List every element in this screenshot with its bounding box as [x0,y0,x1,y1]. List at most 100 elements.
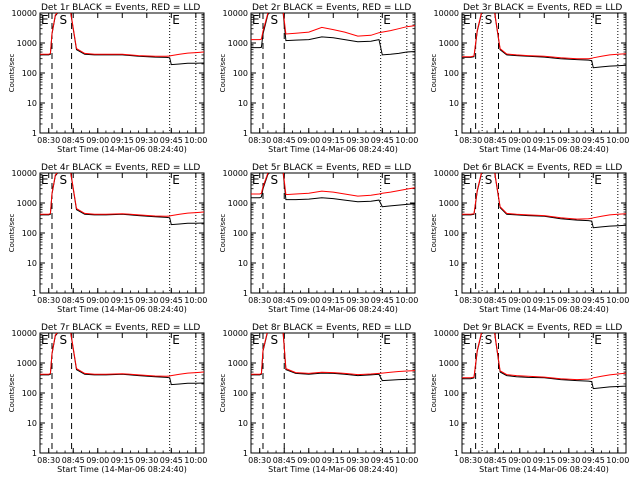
x-tick-label: 09:15 [533,136,556,145]
y-tick-label: 10000 [223,9,248,18]
y-tick-label: 100 [22,229,37,238]
event-marker-label: S [60,13,68,27]
x-tick-label: 09:45 [582,456,605,465]
series-lld-line [462,13,626,60]
plot-frame [250,332,416,454]
y-tick-label: 10000 [223,329,248,338]
panel-5: Det 5r BLACK = Events, RED = LLD 1 10 100 10… [219,163,418,314]
y-tick-label: 10 [449,259,459,268]
y-tick-label: 1 [32,289,37,298]
event-marker-label: E [252,13,260,27]
event-marker-label: S [485,13,493,27]
event-marker-label: E [41,13,49,27]
series-lld-line [40,13,204,57]
y-tick-label: 10 [27,99,37,108]
series-lld-line [251,13,415,41]
x-tick-label: 09:45 [160,456,183,465]
y-tick-label: 10000 [12,9,37,18]
x-tick-label: 08:45 [484,456,507,465]
y-tick-label: 100 [444,229,459,238]
series-lld-line [251,333,415,376]
x-axis-label: Start Time (14-Mar-06 08:24:40) [268,465,398,474]
x-tick-label: 09:00 [297,136,320,145]
y-tick-label: 1 [243,289,248,298]
series-lld-line [462,333,626,381]
y-tick-label: 100 [22,389,37,398]
x-tick-label: 08:30 [248,136,271,145]
panel-title: Det 6r BLACK = Events, RED = LLD [463,163,622,173]
x-axis-label: Start Time (14-Mar-06 08:24:40) [268,145,398,154]
y-axis-label: Counts/sec [430,214,438,253]
y-tick-label: 10000 [12,169,37,178]
panel-title: Det 3r BLACK = Events, RED = LLD [463,3,622,13]
x-axis-label: Start Time (14-Mar-06 08:24:40) [57,305,187,314]
panel-title: Det 1r BLACK = Events, RED = LLD [41,3,200,13]
y-tick-label: 10000 [434,169,459,178]
x-tick-label: 09:45 [160,296,183,305]
x-tick-label: 08:30 [459,136,482,145]
event-marker-label: S [485,173,493,187]
plot-frame [39,172,205,294]
event-marker-label: S [271,333,279,347]
x-tick-label: 09:30 [135,136,158,145]
event-marker-label: E [463,333,471,347]
y-axis-label: Counts/sec [219,374,227,413]
plot-frame [39,332,205,454]
y-tick-label: 10000 [434,9,459,18]
x-tick-label: 08:30 [37,136,60,145]
panel-title: Det 4r BLACK = Events, RED = LLD [41,163,200,173]
y-tick-label: 10 [238,99,248,108]
x-tick-label: 10:00 [395,296,418,305]
panel-title: Det 2r BLACK = Events, RED = LLD [252,3,411,13]
y-axis-label: Counts/sec [430,374,438,413]
x-tick-label: 09:45 [371,456,394,465]
plot-frame [461,12,627,134]
x-tick-label: 08:30 [248,456,271,465]
x-tick-label: 09:15 [533,456,556,465]
event-marker-label: E [383,333,391,347]
x-tick-label: 10:00 [606,296,629,305]
event-marker-label: S [485,333,493,347]
panel-2: Det 2r BLACK = Events, RED = LLD 1 10 100 10… [219,3,418,154]
y-tick-label: 1000 [17,39,37,48]
plot-frame [39,12,205,134]
y-tick-label: 1000 [228,199,248,208]
panel-1: Det 1r BLACK = Events, RED = LLD 1 10 100 10… [8,3,207,154]
series-events-line [251,173,415,208]
x-axis-label: Start Time (14-Mar-06 08:24:40) [479,465,609,474]
y-tick-label: 1 [243,129,248,138]
x-axis-label: Start Time (14-Mar-06 08:24:40) [268,305,398,314]
event-marker-label: E [463,173,471,187]
panel-title: Det 9r BLACK = Events, RED = LLD [463,323,622,333]
x-tick-label: 09:30 [346,136,369,145]
event-marker-label: E [383,173,391,187]
y-axis-label: Counts/sec [8,214,16,253]
y-tick-label: 1000 [439,359,459,368]
x-tick-label: 10:00 [395,136,418,145]
x-tick-label: 08:30 [459,456,482,465]
y-tick-label: 1 [243,449,248,458]
x-tick-label: 08:30 [37,456,60,465]
x-tick-label: 09:00 [508,296,531,305]
x-tick-label: 09:45 [582,296,605,305]
plot-frame [461,172,627,294]
x-tick-label: 09:00 [297,296,320,305]
x-tick-label: 08:30 [37,296,60,305]
x-tick-label: 09:00 [508,456,531,465]
x-tick-label: 08:45 [62,136,85,145]
x-tick-label: 08:30 [459,296,482,305]
y-tick-label: 1000 [228,39,248,48]
y-tick-label: 1000 [228,359,248,368]
x-tick-label: 09:45 [371,136,394,145]
x-tick-label: 08:45 [273,136,296,145]
series-events-line [251,13,415,56]
x-tick-label: 08:45 [273,456,296,465]
y-tick-label: 10000 [434,329,459,338]
panel-9: Det 9r BLACK = Events, RED = LLD 1 10 100 10… [430,323,629,474]
x-tick-label: 09:15 [322,456,345,465]
panel-title: Det 5r BLACK = Events, RED = LLD [252,163,411,173]
event-marker-label: E [252,173,260,187]
x-tick-label: 09:15 [322,136,345,145]
y-tick-label: 100 [233,389,248,398]
